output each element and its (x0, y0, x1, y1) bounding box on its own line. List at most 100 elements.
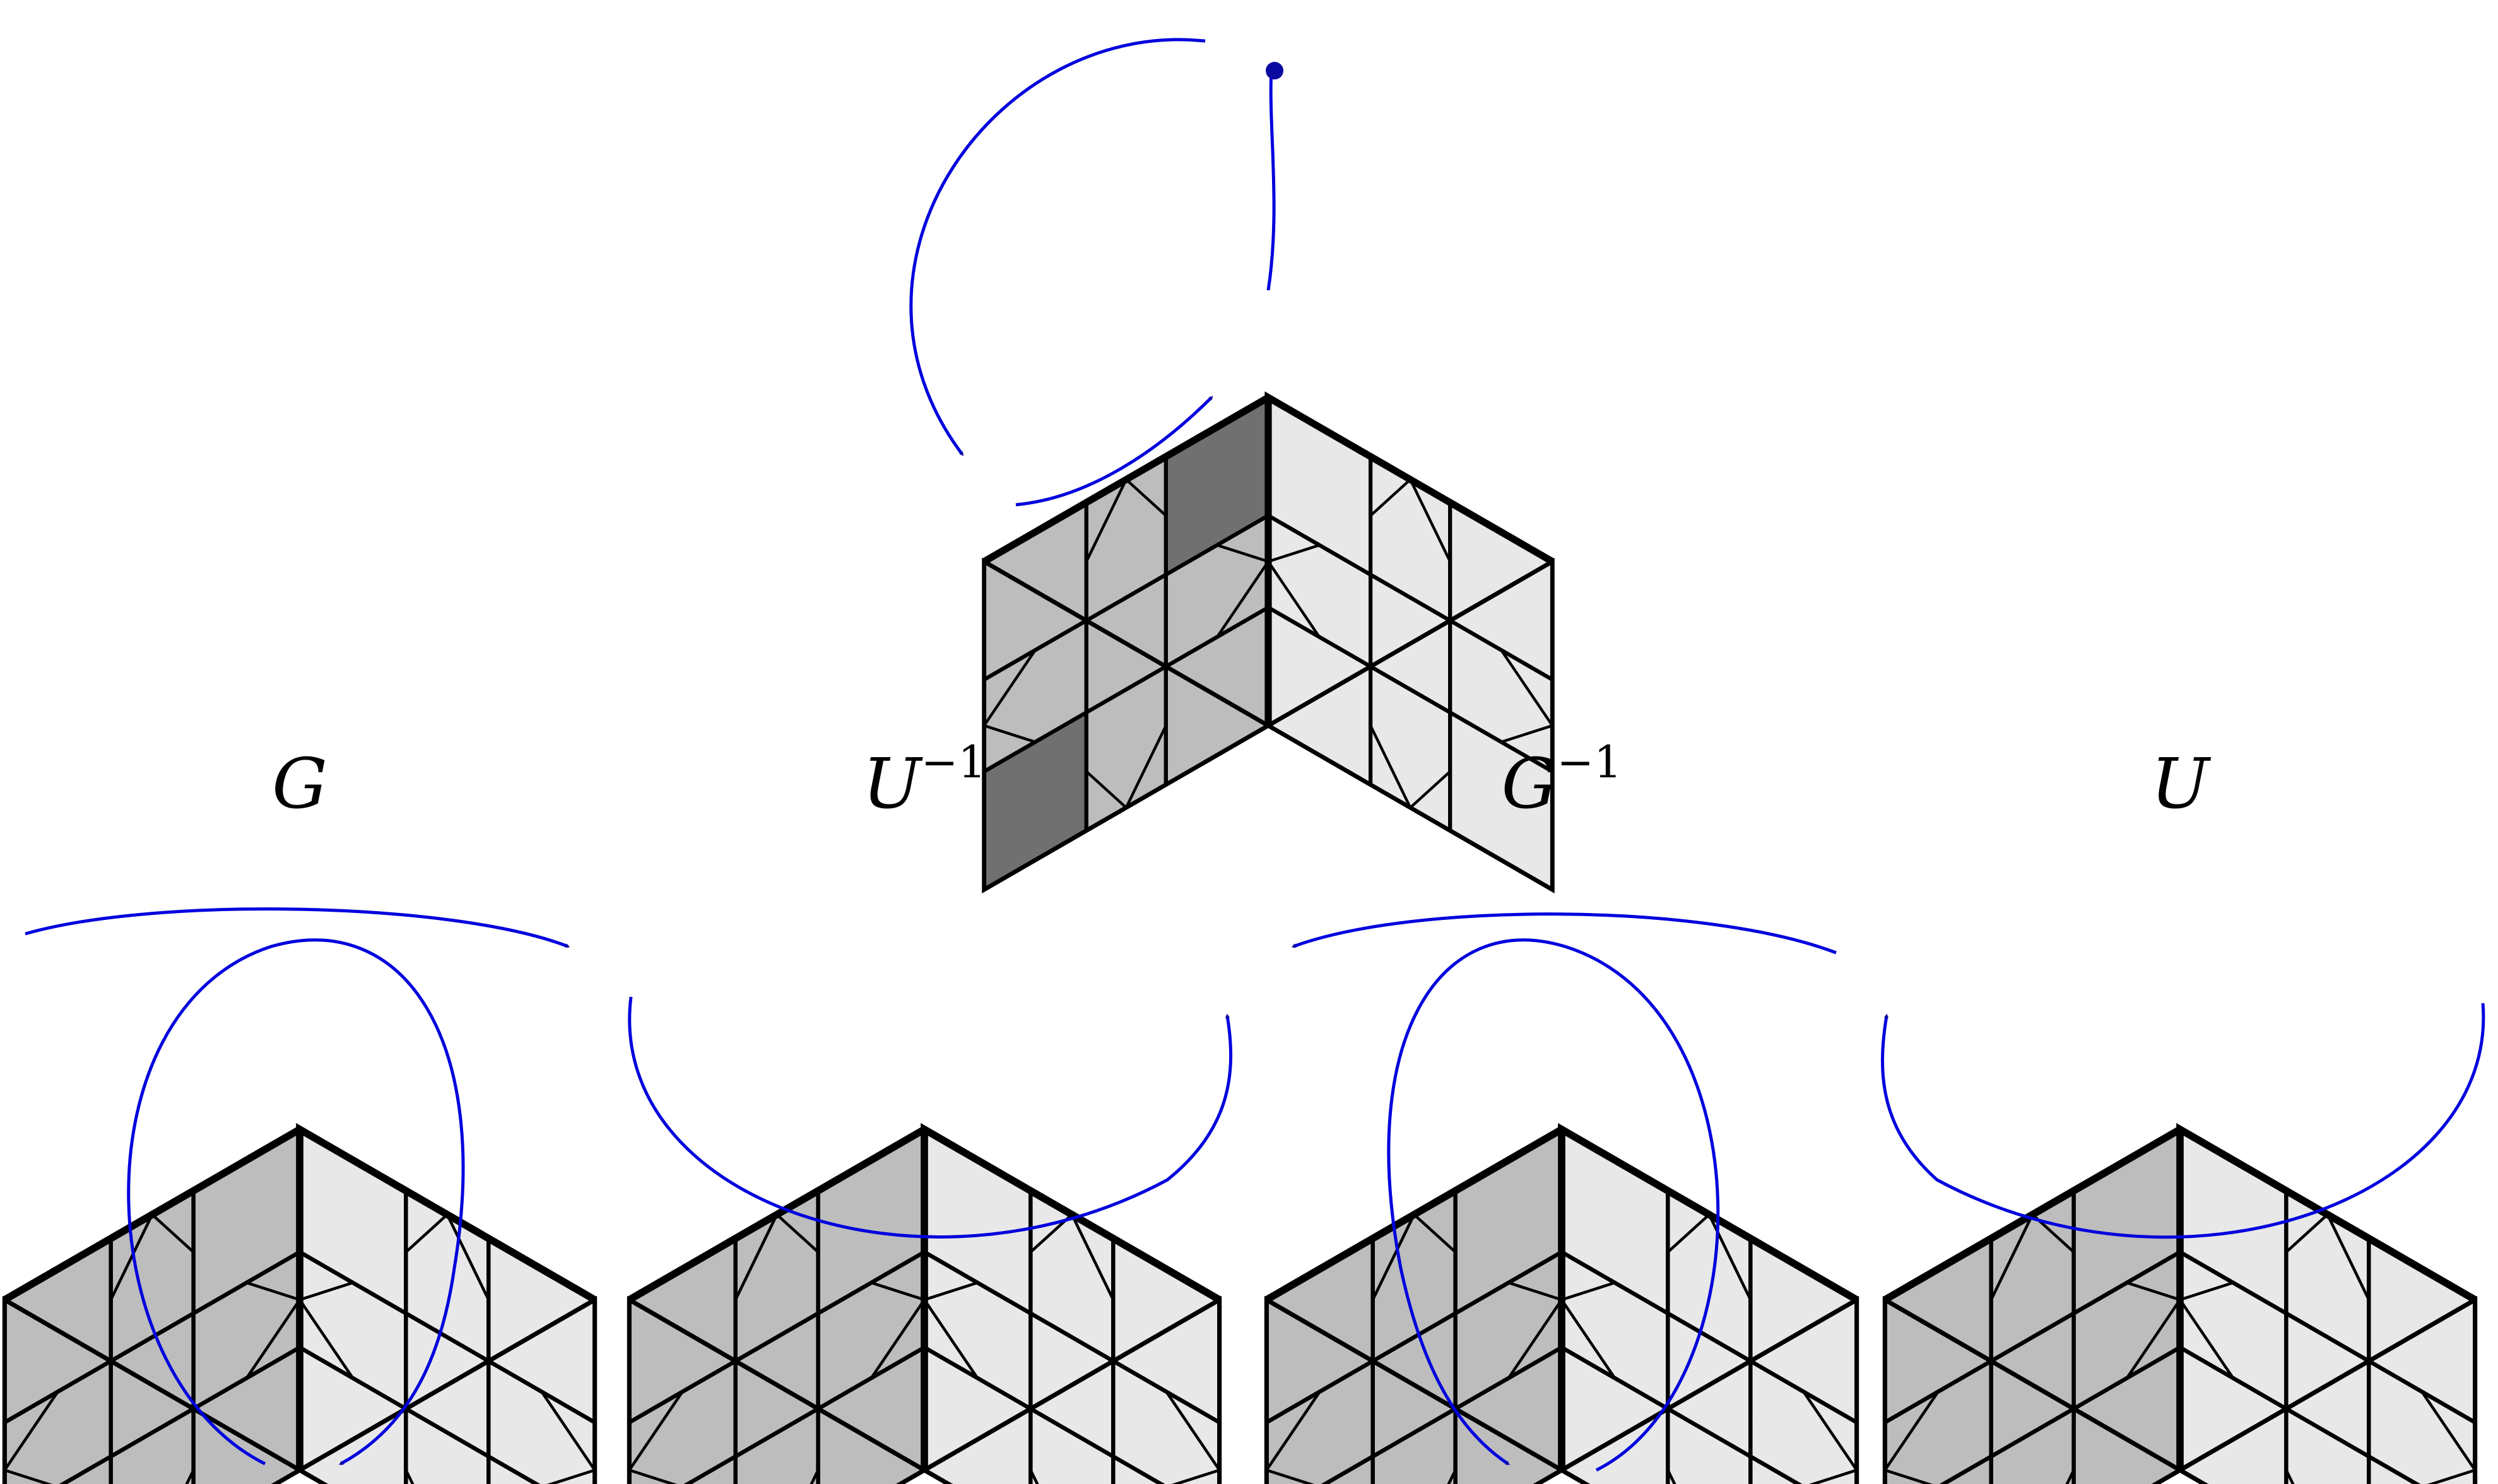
facet-cut (1561, 1281, 1615, 1302)
facet-cut (1085, 479, 1128, 562)
g-arrow-top (25, 907, 570, 948)
facelet (404, 1406, 491, 1484)
main-cube (982, 391, 1555, 893)
facelet (109, 1406, 196, 1484)
cube-move-g (2, 907, 598, 1484)
facet-cut (1707, 1214, 1752, 1300)
facet-cut (2326, 1214, 2371, 1300)
facelet (1111, 1358, 1222, 1484)
facet-cut (984, 724, 1036, 744)
facet-cut (1371, 1214, 1416, 1300)
facet-cut (246, 1281, 300, 1302)
cube-move-u (1881, 1003, 2485, 1484)
move-label-u: U (2151, 743, 2212, 824)
facet-cut (1666, 1213, 1711, 1254)
facelet (683, 1454, 738, 1484)
facelet (486, 1454, 541, 1484)
move-label-g-inverse: G−1 (1501, 736, 1622, 824)
facelet (1666, 1406, 1753, 1484)
facet-cut (2126, 1281, 2181, 1302)
cube-move-u-inverse (627, 996, 1233, 1484)
left-face (1264, 1127, 1564, 1484)
facelet (1028, 1406, 1116, 1484)
facet-cut (1369, 478, 1411, 517)
facet-cut (245, 1298, 301, 1379)
facet-cut (1070, 1214, 1115, 1300)
facet-cut (1217, 543, 1269, 563)
right-face (922, 1127, 1222, 1484)
facet-cut (298, 1298, 355, 1379)
facet-cut (1268, 543, 1320, 563)
facet-cut (871, 1281, 925, 1302)
facet-cut (2427, 1468, 2476, 1484)
facet-cut (1884, 1468, 1933, 1484)
facet-cut (2285, 1213, 2329, 1254)
facet-cut (2179, 1298, 2235, 1379)
left-face (1883, 1127, 2183, 1484)
facet-cut (1124, 725, 1167, 808)
cube-move-g-inverse (1264, 912, 1859, 1484)
facelet (486, 1358, 597, 1484)
facelet (2284, 1406, 2371, 1484)
facet-cut (923, 1298, 979, 1379)
facet-cut (1802, 1391, 1858, 1471)
facet-cut (1369, 725, 1412, 808)
g-inverse-arrow-loop (1387, 938, 1720, 1472)
facelet (2367, 1358, 2477, 1484)
facet-cut (4, 1468, 53, 1484)
facelet (1370, 1406, 1458, 1484)
facet-cut (628, 1391, 684, 1471)
facet-cut (1507, 1298, 1563, 1379)
u-inverse-arrow-loop (628, 996, 1233, 1239)
facet-cut (299, 1281, 353, 1302)
facet-cut (869, 1298, 926, 1379)
facet-cut (1508, 1281, 1562, 1302)
facelet (59, 1454, 113, 1484)
facet-cut (1085, 770, 1128, 809)
facelet (1989, 1406, 2076, 1484)
facet-cut (1883, 1391, 1940, 1471)
rotation-arrows (909, 38, 1283, 507)
facet-cut (540, 1391, 596, 1471)
facet-cut (1500, 649, 1554, 727)
facet-cut (2125, 1298, 2181, 1379)
u-arrow-loop (1881, 1003, 2485, 1239)
facet-cut (1165, 1391, 1221, 1471)
facelet (1748, 1358, 1859, 1484)
facet-cut (1125, 478, 1167, 517)
rotation-arrow-left (909, 38, 1206, 456)
facelet (1748, 1454, 1803, 1484)
facet-cut (445, 1214, 490, 1300)
g-inverse-arrow-top (1291, 912, 1837, 955)
facelet (1321, 1454, 1375, 1484)
facet-cut (546, 1468, 596, 1484)
right-face (1559, 1127, 1859, 1484)
arrow-dot (1266, 62, 1283, 80)
facet-cut (1267, 560, 1321, 638)
left-face (627, 1127, 927, 1484)
facet-cut (1265, 1391, 1321, 1471)
facet-cut (1500, 724, 1553, 744)
facet-cut (1413, 1213, 1457, 1254)
facelet (733, 1406, 820, 1484)
facet-cut (1989, 1214, 2034, 1300)
facelet (1111, 1454, 1165, 1484)
right-face (2177, 1127, 2477, 1484)
facet-cut (3, 1391, 59, 1471)
facet-cut (1808, 1468, 1858, 1484)
facelet (2367, 1454, 2421, 1484)
facet-cut (109, 1214, 154, 1300)
facelet (1939, 1454, 1993, 1484)
facet-cut (1409, 479, 1452, 562)
facet-cut (1216, 560, 1270, 638)
g-arrow-loop (127, 938, 465, 1466)
facet-cut (404, 1213, 449, 1254)
facet-cut (1171, 1468, 1220, 1484)
rotation-arrow-top (1266, 69, 1276, 291)
move-label-g: G (272, 743, 327, 824)
facet-cut (1409, 770, 1451, 809)
facet-cut (2420, 1391, 2477, 1471)
left-face (3, 1127, 302, 1484)
facet-cut (982, 649, 1037, 727)
rotation-arrow-front (1015, 396, 1213, 507)
